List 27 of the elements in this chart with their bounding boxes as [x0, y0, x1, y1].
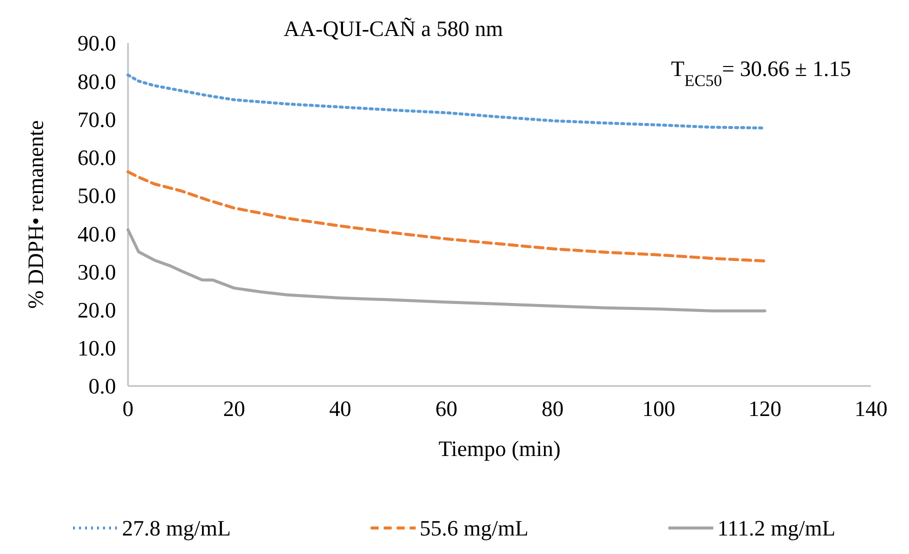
x-tick-label: 120 — [748, 396, 782, 421]
y-tick-label: 30.0 — [78, 259, 116, 284]
x-tick-label: 40 — [329, 396, 352, 421]
legend-label: 55.6 mg/mL — [420, 516, 528, 541]
legend-label: 27.8 mg/mL — [122, 516, 231, 541]
y-tick-label: 50.0 — [78, 183, 116, 208]
y-tick-label: 10.0 — [78, 336, 116, 361]
x-tick-label: 60 — [435, 396, 458, 421]
y-tick-label: 0.0 — [88, 374, 116, 399]
x-tick-label: 0 — [122, 396, 134, 421]
y-tick-label: 60.0 — [78, 145, 116, 170]
x-axis-title: Tiempo (min) — [438, 436, 561, 461]
y-tick-label: 40.0 — [78, 221, 116, 246]
y-tick-label: 70.0 — [78, 106, 116, 132]
x-tick-label: 20 — [223, 396, 246, 421]
chart-title: AA-QUI-CAÑ a 580 nm — [284, 16, 504, 41]
y-tick-label: 20.0 — [78, 297, 116, 322]
x-tick-label: 80 — [542, 396, 564, 421]
line-series — [126, 228, 766, 312]
y-tick-label: 90.0 — [78, 30, 116, 56]
annotation: T$_{EC50}$= 30.66 ± 1.15 — [670, 56, 851, 90]
y-tick-label: 80.0 — [78, 68, 116, 94]
x-tick-label: 140 — [854, 396, 888, 421]
x-tick-label: 100 — [642, 396, 676, 421]
line-series — [126, 170, 766, 262]
y-axis-title: % DDPH• remanente — [23, 120, 48, 309]
legend-label: 111.2 mg/mL — [717, 516, 836, 541]
